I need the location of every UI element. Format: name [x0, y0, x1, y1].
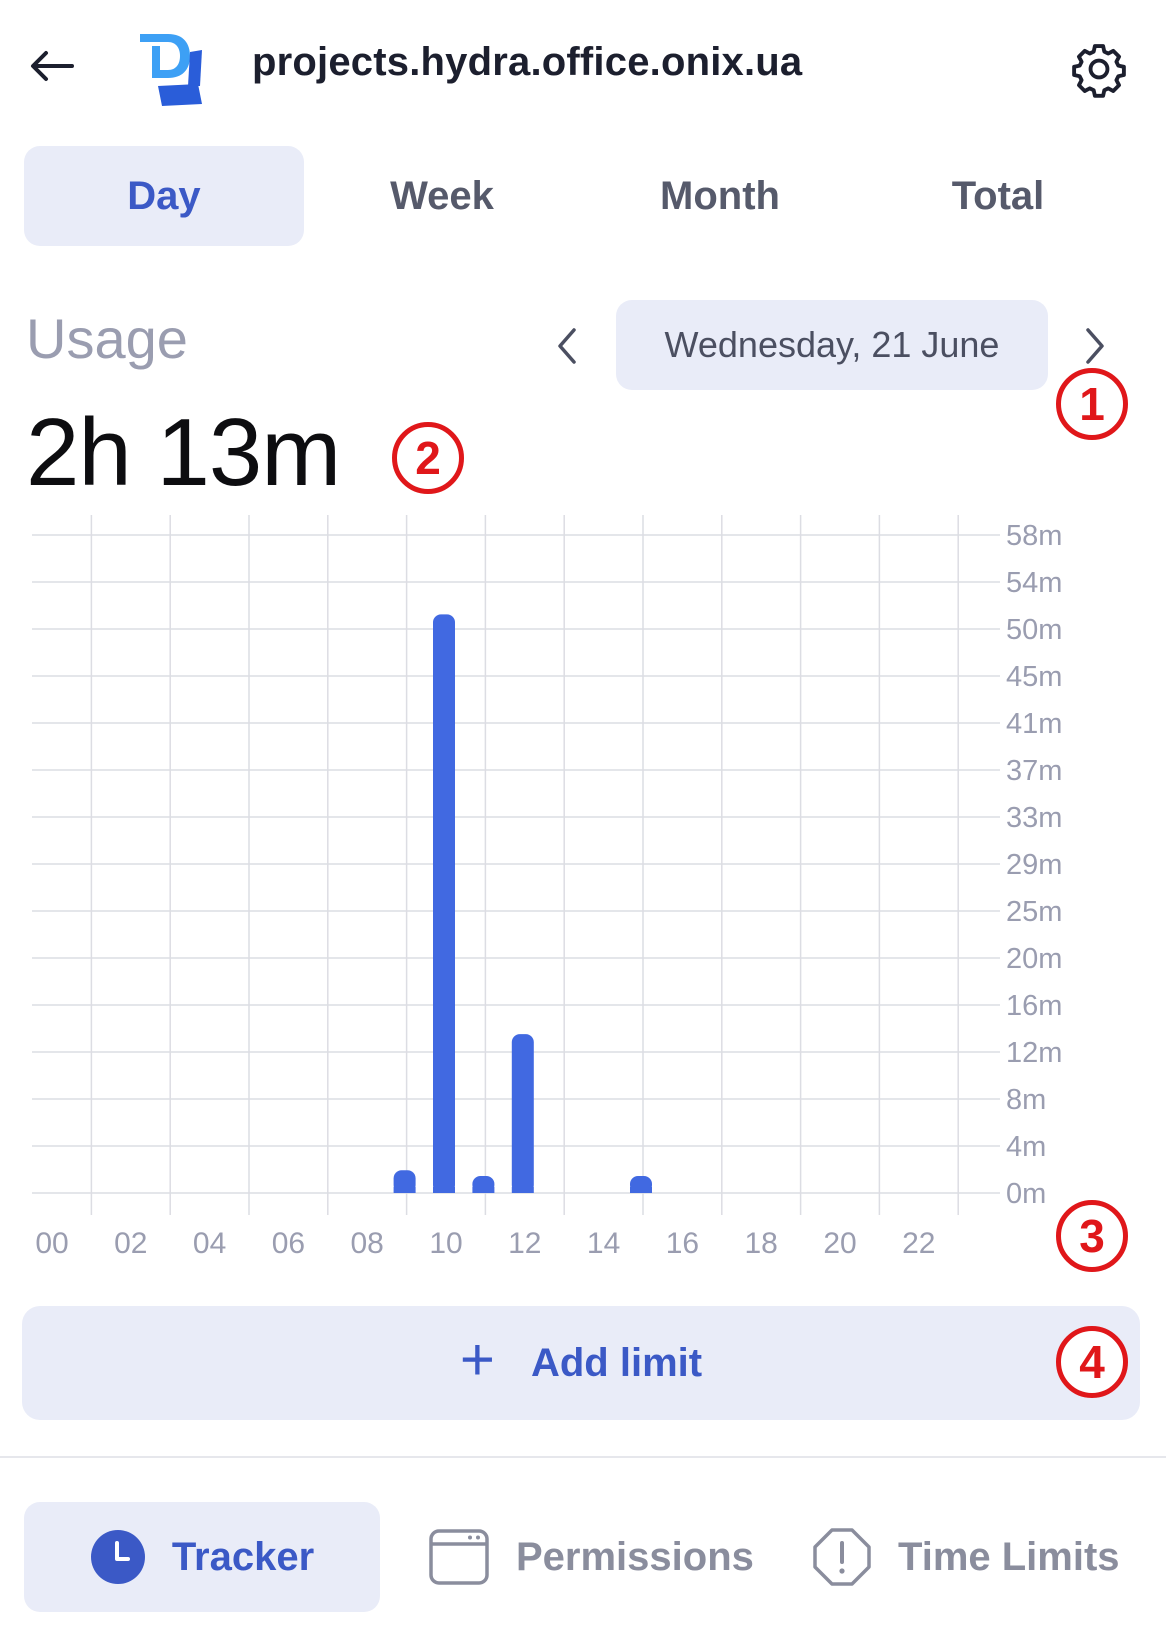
y-tick-label: 54m — [1006, 567, 1062, 599]
y-tick-label: 41m — [1006, 708, 1062, 740]
next-day-button[interactable] — [1074, 318, 1114, 374]
y-tick-label: 45m — [1006, 661, 1062, 693]
nav-permissions[interactable]: Permissions — [428, 1502, 754, 1612]
site-logo — [138, 30, 208, 106]
tab-week[interactable]: Week — [390, 173, 494, 218]
x-tick-label: 08 — [351, 1227, 384, 1260]
site-domain: projects.hydra.office.onix.ua — [252, 40, 803, 84]
chart-bar — [433, 614, 455, 1193]
chart-bar-base — [511, 1187, 534, 1193]
nav-tracker-label: Tracker — [171, 1534, 315, 1579]
back-button[interactable] — [22, 36, 82, 96]
chart-bar-base — [433, 1187, 455, 1193]
x-tick-label: 22 — [902, 1227, 935, 1260]
x-tick-label: 16 — [666, 1227, 699, 1260]
add-limit-label: Add limit — [530, 1340, 703, 1385]
y-tick-label: 12m — [1006, 1037, 1062, 1069]
add-limit-button[interactable]: + Add limit — [22, 1306, 1140, 1420]
chart-bar-base — [630, 1187, 652, 1193]
annotation-marker-4: 4 — [1056, 1326, 1128, 1398]
annotation-marker-3: 3 — [1056, 1200, 1128, 1272]
annotation-marker-1: 1 — [1056, 368, 1128, 440]
nav-time-limits[interactable]: Time Limits — [812, 1502, 1120, 1612]
y-tick-label: 58m — [1006, 520, 1062, 552]
warning-octagon-icon — [813, 1528, 871, 1586]
tab-day[interactable]: Day — [24, 146, 304, 246]
tab-total[interactable]: Total — [951, 173, 1045, 218]
chart-bar-base — [472, 1187, 495, 1193]
x-tick-label: 06 — [272, 1227, 305, 1260]
usage-total: 2h 13m — [26, 399, 341, 506]
y-tick-label: 16m — [1006, 990, 1062, 1022]
x-tick-label: 20 — [823, 1227, 856, 1260]
y-tick-label: 20m — [1006, 943, 1062, 975]
nav-time-limits-label: Time Limits — [898, 1534, 1120, 1579]
nav-tracker[interactable]: Tracker — [24, 1502, 380, 1612]
chart-bar — [511, 1034, 534, 1193]
x-tick-label: 00 — [35, 1227, 68, 1260]
chart-bar-base — [393, 1187, 416, 1193]
clock-icon — [90, 1530, 145, 1584]
annotation-marker-2: 2 — [392, 422, 464, 494]
plus-icon: + — [459, 1326, 495, 1393]
y-tick-label: 37m — [1006, 755, 1062, 787]
arrow-left-icon — [31, 51, 74, 81]
nav-permissions-label: Permissions — [516, 1534, 754, 1579]
usage-bar-chart: 58m 54m 50m 45m 41m 37m 33m 29m 25m 20m 16m 12m 8m 4m… — [32, 515, 1062, 1260]
x-tick-label: 02 — [114, 1227, 147, 1260]
previous-day-button[interactable] — [548, 318, 588, 374]
x-tick-label: 04 — [193, 1227, 226, 1260]
x-tick-label: 18 — [745, 1227, 778, 1260]
y-tick-label: 8m — [1006, 1084, 1046, 1116]
tab-month[interactable]: Month — [660, 173, 780, 218]
usage-label: Usage — [26, 307, 188, 370]
y-tick-label: 50m — [1006, 614, 1062, 646]
y-tick-label: 29m — [1006, 849, 1062, 881]
x-tick-label: 10 — [429, 1227, 462, 1260]
y-tick-label: 0m — [1006, 1178, 1046, 1210]
y-tick-label: 4m — [1006, 1131, 1046, 1163]
x-tick-label: 12 — [508, 1227, 541, 1260]
browser-window-icon — [429, 1529, 489, 1585]
y-tick-label: 33m — [1006, 802, 1062, 834]
gear-icon — [1072, 44, 1126, 98]
bottom-nav-divider — [0, 1456, 1166, 1458]
date-picker[interactable]: Wednesday, 21 June — [616, 300, 1048, 390]
chevron-left-icon — [558, 328, 576, 364]
x-tick-label: 14 — [587, 1227, 620, 1260]
settings-button[interactable] — [1070, 40, 1128, 98]
chevron-right-icon — [1086, 328, 1104, 364]
y-tick-label: 25m — [1006, 896, 1062, 928]
